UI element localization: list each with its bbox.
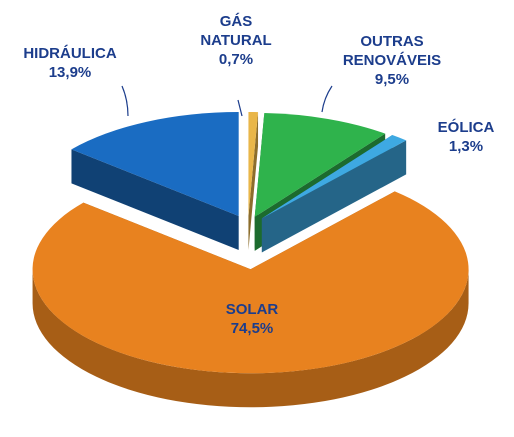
category-label: HIDRÁULICA [23, 45, 116, 62]
category-label: OUTRAS RENOVÁVEIS [343, 33, 441, 69]
slice-side [261, 140, 407, 253]
slice [248, 112, 259, 217]
category-label: GÁS NATURAL [200, 13, 271, 49]
value-label: 74,5% [231, 320, 274, 337]
value-label: 13,9% [49, 64, 92, 81]
slice-side [248, 112, 259, 251]
category-label: SOLAR [226, 301, 279, 318]
slice-wall [32, 269, 469, 408]
slice-side [71, 149, 239, 251]
slice [32, 191, 469, 374]
value-label: 1,3% [449, 138, 483, 155]
value-label: 9,5% [375, 71, 409, 88]
pie-tops [32, 112, 469, 374]
slice [71, 112, 239, 217]
leader-line [321, 85, 333, 113]
labels: HIDRÁULICA 13,9% GÁS NATURAL 0,7% OUTRAS RENOV… [23, 13, 494, 337]
leader-line [121, 85, 129, 117]
slice [261, 135, 407, 219]
slice [254, 113, 386, 217]
value-label: 0,7% [219, 51, 253, 68]
category-label: EÓLICA [438, 118, 495, 136]
leader-line [237, 99, 243, 117]
